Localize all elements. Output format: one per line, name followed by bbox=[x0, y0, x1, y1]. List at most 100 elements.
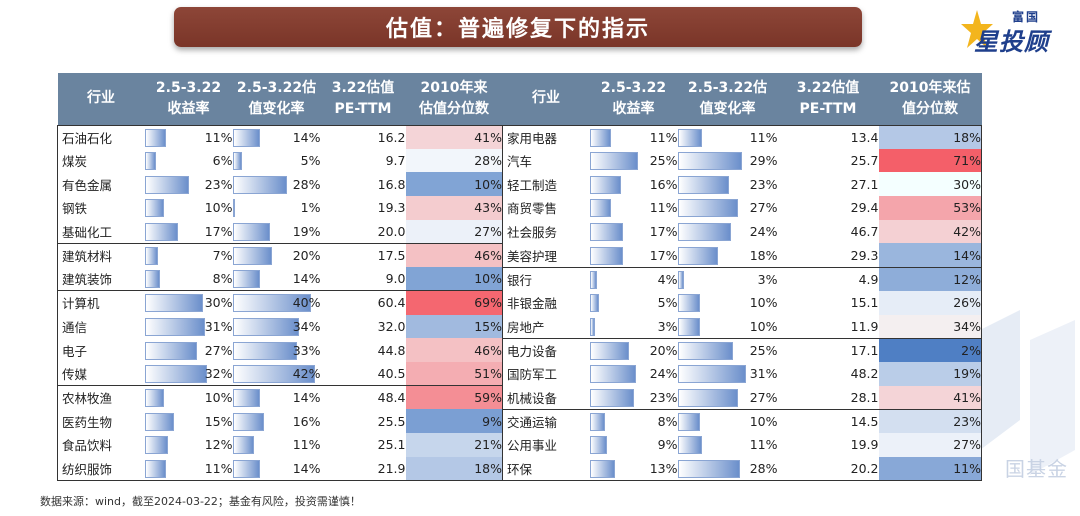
bar-wrap: 42% bbox=[232, 362, 321, 385]
percentile-cell: 14% bbox=[878, 243, 982, 268]
percentile-cell: 41% bbox=[405, 124, 503, 149]
bar-value: 4% bbox=[657, 271, 678, 287]
return-cell: 23% bbox=[589, 386, 678, 410]
return-cell: 16% bbox=[589, 172, 678, 196]
bar-value: 8% bbox=[212, 271, 233, 287]
industry-cell: 商贸零售 bbox=[502, 196, 590, 220]
bar-value: 25% bbox=[649, 153, 678, 169]
table-row: 建筑材料 7% 20% 17.5 46% 美容护理 17% 18% 29.3 14% bbox=[57, 242, 982, 268]
return-cell: 12% bbox=[144, 433, 233, 457]
bar-fill bbox=[677, 270, 685, 289]
bar-wrap: 31% bbox=[677, 362, 778, 385]
bar-value: 8% bbox=[657, 413, 678, 429]
bar-wrap: 25% bbox=[677, 339, 778, 362]
bar-wrap: 14% bbox=[232, 386, 321, 409]
valchange-cell: 10% bbox=[677, 291, 778, 315]
bar-wrap: 11% bbox=[144, 457, 233, 480]
bar-value: 6% bbox=[212, 153, 233, 169]
valuation-table: 行业 2.5-3.22 收益率 2.5-3.22估 值变化率 3.22估值 PE-TT… bbox=[57, 73, 982, 481]
pe-cell: 25.7 bbox=[850, 153, 879, 169]
page-title: 估值：普遍修复下的指示 bbox=[385, 17, 650, 42]
header-pe-right: 3.22估值 PE-TTM bbox=[777, 73, 879, 125]
bar-wrap: 9% bbox=[589, 433, 678, 456]
pe-cell: 17.1 bbox=[777, 337, 879, 362]
percentile-cell: 23% bbox=[878, 408, 982, 433]
return-cell: 3% bbox=[589, 315, 678, 339]
valchange-cell: 10% bbox=[677, 408, 778, 433]
bar-value: 27% bbox=[749, 389, 778, 405]
percentile-cell: 59% bbox=[405, 385, 503, 410]
bar-wrap: 10% bbox=[144, 386, 233, 409]
bar-wrap: 5% bbox=[589, 291, 678, 314]
valchange-cell: 3% bbox=[677, 266, 778, 291]
bar-wrap: 23% bbox=[144, 173, 233, 196]
bar-fill bbox=[144, 317, 206, 336]
bar-fill bbox=[589, 412, 606, 431]
bar-fill bbox=[144, 270, 161, 289]
pe-cell: 46.7 bbox=[850, 224, 879, 240]
bar-value: 28% bbox=[749, 460, 778, 476]
bar-fill bbox=[589, 294, 600, 313]
bar-fill bbox=[589, 388, 635, 407]
industry-cell: 环保 bbox=[502, 456, 590, 481]
valchange-cell: 24% bbox=[677, 220, 778, 244]
table-row: 农林牧渔 10% 14% 48.4 59% 机械设备 23% 27% 28.1 41% bbox=[57, 385, 982, 410]
bar-value: 14% bbox=[292, 129, 321, 145]
industry-cell: 基础化工 bbox=[57, 219, 145, 244]
percentile-cell: 42% bbox=[878, 219, 982, 244]
industry-cell: 有色金属 bbox=[57, 172, 145, 197]
bar-value: 24% bbox=[649, 366, 678, 382]
percentile-cell: 21% bbox=[405, 432, 503, 457]
bar-fill bbox=[677, 388, 738, 407]
bar-fill bbox=[232, 128, 260, 147]
bar-wrap: 10% bbox=[144, 196, 233, 219]
valchange-cell: 27% bbox=[677, 386, 778, 410]
table-row: 建筑装饰 8% 14% 9.0 10% 银行 4% 3% 4.9 12% bbox=[57, 266, 982, 291]
bar-wrap: 40% bbox=[232, 291, 321, 314]
valchange-cell: 14% bbox=[232, 456, 321, 481]
bar-wrap: 10% bbox=[677, 291, 778, 314]
bar-fill bbox=[144, 294, 204, 313]
bar-wrap: 11% bbox=[144, 126, 233, 149]
return-cell: 20% bbox=[589, 337, 678, 362]
pe-cell: 40.5 bbox=[377, 365, 406, 381]
valchange-cell: 18% bbox=[677, 243, 778, 267]
industry-cell: 钢铁 bbox=[57, 196, 145, 220]
pe-cell: 48.4 bbox=[320, 385, 406, 410]
bar-wrap: 24% bbox=[677, 220, 778, 243]
bar-value: 3% bbox=[657, 318, 678, 334]
percentile-cell: 18% bbox=[878, 124, 982, 149]
table-row: 电子 27% 33% 44.8 46% 电力设备 20% 25% 17.1 2% bbox=[57, 337, 982, 362]
return-cell: 32% bbox=[144, 362, 233, 386]
pe-cell: 11.9 bbox=[850, 318, 879, 334]
percentile-cell: 18% bbox=[405, 456, 503, 481]
valchange-cell: 5% bbox=[232, 149, 321, 173]
footnote-source: 数据来源：wind，截至2024-03-22；基金有风险，投资需谨慎！ bbox=[40, 495, 361, 508]
pe-cell: 60.4 bbox=[320, 290, 406, 315]
bar-fill bbox=[589, 459, 615, 478]
pe-cell: 21.9 bbox=[320, 456, 406, 481]
return-cell: 7% bbox=[144, 242, 233, 268]
bar-wrap: 1% bbox=[232, 196, 321, 219]
industry-cell: 电子 bbox=[57, 338, 145, 362]
bar-fill bbox=[144, 341, 198, 360]
return-cell: 9% bbox=[589, 433, 678, 457]
bar-fill bbox=[232, 222, 270, 241]
pe-cell: 14.5 bbox=[777, 408, 879, 433]
bar-wrap: 33% bbox=[232, 339, 321, 362]
bar-fill bbox=[589, 199, 611, 218]
bar-wrap: 3% bbox=[589, 315, 678, 338]
bar-fill bbox=[589, 365, 637, 384]
return-cell: 10% bbox=[144, 385, 233, 410]
bar-fill bbox=[677, 223, 731, 242]
bar-wrap: 17% bbox=[144, 220, 233, 243]
industry-cell: 国防军工 bbox=[502, 361, 590, 386]
bar-value: 9% bbox=[657, 437, 678, 453]
return-cell: 8% bbox=[589, 408, 678, 433]
header-valchange-right: 2.5-3.22估 值变化率 bbox=[677, 73, 778, 125]
bar-wrap: 12% bbox=[144, 433, 233, 456]
table-header: 行业 2.5-3.22 收益率 2.5-3.22估 值变化率 3.22估值 PE-TT… bbox=[57, 73, 982, 125]
pe-cell: 48.2 bbox=[850, 366, 879, 382]
bar-wrap: 11% bbox=[589, 126, 678, 149]
bar-value: 16% bbox=[649, 176, 678, 192]
